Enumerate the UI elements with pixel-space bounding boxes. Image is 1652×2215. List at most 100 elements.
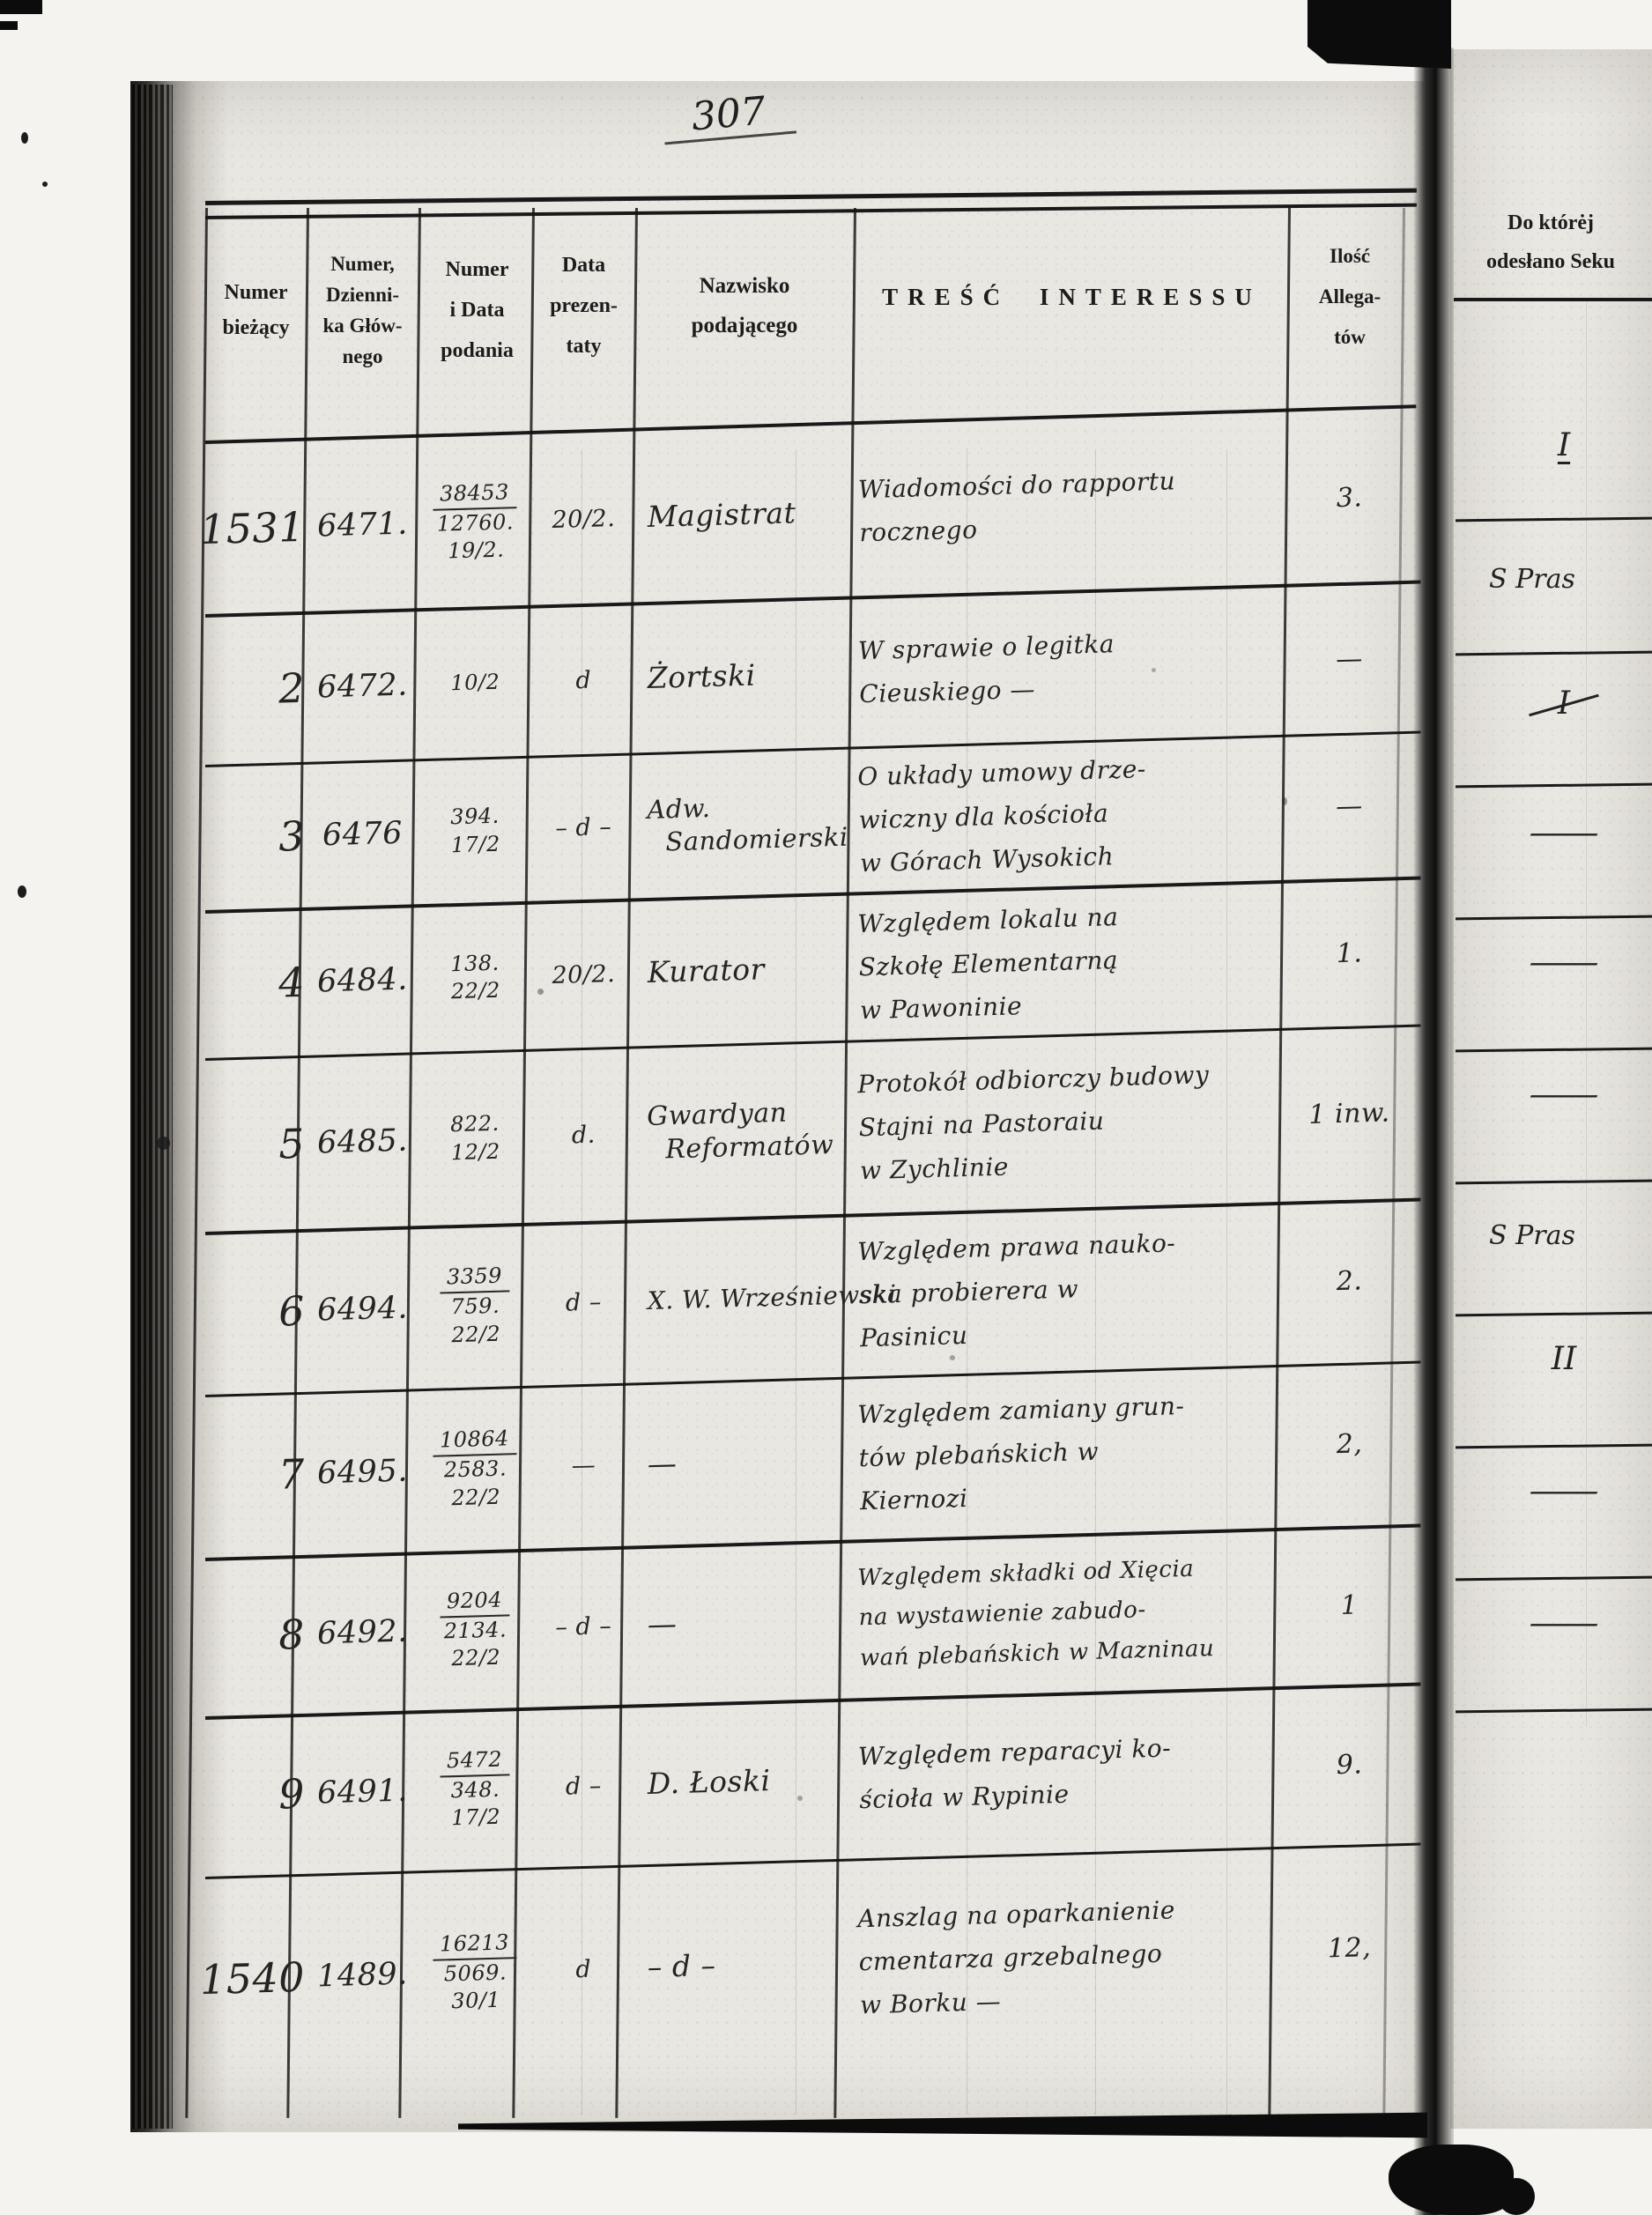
nd-line: 19/2. <box>447 537 505 564</box>
cell-numer-biezacy: 4 <box>278 958 306 1007</box>
cell-numer-dziennika: 6476 <box>322 815 404 853</box>
black-bottom-blob <box>1389 2145 1514 2215</box>
header-line: prezen- <box>550 294 618 317</box>
naz-line: Żortski <box>647 657 757 696</box>
header-line: taty <box>566 335 602 358</box>
header-line: Ilość <box>1330 245 1370 267</box>
black-corner-patch <box>0 0 42 14</box>
naz-line: Sandomierski <box>664 821 849 856</box>
header-numer-biezacy: Numer bieżący <box>205 275 307 345</box>
cell-numer-dziennika: 6494. <box>316 1290 409 1328</box>
nd-line: 394. <box>449 803 500 830</box>
cell-nazwisko: Adw. Sandomierski <box>633 748 868 898</box>
header-line: ka Głów- <box>322 315 403 337</box>
cell-data-prezentaty: — <box>571 1451 596 1480</box>
cell-numer-data-podania: 38453 12760. 19/2. <box>416 436 534 609</box>
cell-nazwisko: X. W. Wrześniewski <box>633 1213 897 1382</box>
cell-numer-data-podania: 394. 17/2 <box>417 758 535 905</box>
nd-line: 12/2 <box>450 1138 501 1165</box>
header-ilosc-allegatow: Ilość Allega- tów <box>1290 236 1410 358</box>
nd-line: 348. <box>450 1776 500 1804</box>
cell-numer-data-podania: 10864 2583. 22/2 <box>416 1386 534 1552</box>
cell-ilosc-allegatow: 1 inw. <box>1308 1097 1391 1131</box>
cell-ilosc-allegatow: 3. <box>1336 481 1363 514</box>
cell-tresc-interessu: Względem lokalu na Szkołę Elementarną w … <box>851 881 1300 1040</box>
nd-line: 30/1 <box>450 1987 501 2014</box>
header-nazwisko: Nazwisko podającego <box>635 266 854 345</box>
cell-ilosc-allegatow: 2, <box>1336 1428 1363 1461</box>
cell-numer-biezacy: 7 <box>278 1449 306 1499</box>
right-page-header-rule <box>1454 298 1652 301</box>
cell-nazwisko: D. Łoski <box>633 1698 868 1864</box>
cell-data-prezentaty: 20/2. <box>552 504 616 534</box>
black-corner-patch <box>1308 0 1451 69</box>
right-page-entry: — <box>1527 1077 1601 1113</box>
nd-line: 759. <box>450 1293 500 1320</box>
cell-numer-biezacy: 1540 <box>199 1952 306 2004</box>
nd-line: 17/2 <box>450 831 501 857</box>
cell-numer-data-podania: 3359 759. 22/2 <box>416 1223 534 1389</box>
cell-numer-data-podania: 822. 12/2 <box>416 1051 534 1226</box>
cell-numer-dziennika: 6472. <box>316 667 409 706</box>
nd-line: 822. <box>449 1110 500 1137</box>
cell-numer-biezacy: 5 <box>278 1119 306 1168</box>
cell-tresc-interessu: Względem składki od Xięcia na wystawieni… <box>851 1527 1301 1698</box>
cell-data-prezentaty: d – <box>565 1771 603 1801</box>
black-bottom-blob <box>1498 2178 1535 2215</box>
ink-speck <box>537 989 544 995</box>
nd-line: 5472 <box>439 1745 510 1778</box>
nd-line: 10/2 <box>450 670 500 696</box>
cell-numer-biezacy: 2 <box>278 663 306 713</box>
cell-numer-data-podania: 10/2 <box>417 608 535 759</box>
cell-numer-biezacy: 1531 <box>199 502 306 554</box>
cell-ilosc-allegatow: — <box>1335 642 1364 675</box>
nd-line: 22/2 <box>450 1484 501 1510</box>
header-line: Nazwisko <box>699 274 790 298</box>
cell-numer-data-podania: 5472 348. 17/2 <box>416 1708 534 1871</box>
nd-line: 9204 <box>439 1586 510 1619</box>
cell-numer-dziennika: 6492. <box>316 1613 409 1652</box>
paper-crease <box>1586 300 1587 1727</box>
cell-tresc-interessu: Protokół odbiorczy budowy Stajni na Past… <box>851 1029 1301 1213</box>
right-page <box>1450 49 1652 2129</box>
naz-line: Magistrat <box>647 495 796 535</box>
cell-data-prezentaty: 20/2. <box>552 959 616 989</box>
paper-crease <box>1095 449 1096 2115</box>
right-page-entry: — <box>1527 945 1601 981</box>
nd-line: 22/2 <box>450 1644 501 1671</box>
nd-line: 17/2 <box>450 1804 501 1831</box>
cell-numer-biezacy: 8 <box>278 1610 306 1659</box>
cell-tresc-interessu: Wiadomości do rapportu rocznego <box>851 414 1301 596</box>
cell-tresc-interessu: Względem reparacyi ko- ścioła w Rypinie <box>851 1685 1301 1858</box>
cell-tresc-interessu: O układy umowy drze- wiczny dla kościoła… <box>851 736 1300 892</box>
naz-line: – d – <box>647 1948 716 1985</box>
naz-line: Kurator <box>647 952 766 990</box>
cell-numer-biezacy: 6 <box>278 1286 306 1336</box>
header-line: Numer <box>224 281 288 304</box>
header-tresc-interessu: TREŚĆ INTERESSU <box>882 284 1262 310</box>
ink-speck <box>21 132 28 144</box>
book-spine-streaks <box>132 85 173 2129</box>
page-gutter-shadow <box>1413 48 1454 2215</box>
naz-line: — <box>647 1445 678 1481</box>
header-line: tów <box>1334 326 1366 348</box>
cell-nazwisko: – d – <box>633 1860 869 2069</box>
nd-line: 22/2 <box>450 1321 501 1347</box>
cell-nazwisko: Żortski <box>633 598 868 752</box>
ink-speck <box>1283 797 1287 805</box>
cell-ilosc-allegatow: — <box>1335 790 1364 823</box>
black-corner-patch <box>0 21 18 30</box>
nd-line: 3359 <box>439 1262 510 1294</box>
cell-nazwisko: — <box>633 1539 868 1704</box>
right-page-entry: S Pras <box>1489 564 1575 595</box>
ink-speck <box>950 1355 955 1360</box>
cell-ilosc-allegatow: 12, <box>1327 1931 1372 1964</box>
header-line: Numer <box>445 258 509 281</box>
header-data-prezentaty: Data prezen- taty <box>532 245 635 367</box>
naz-line: X. W. Wrześniewski <box>647 1279 897 1315</box>
nd-line: 138. <box>449 950 500 977</box>
ink-speck <box>1152 668 1156 672</box>
cell-nazwisko: Kurator <box>633 893 868 1046</box>
right-page-entry: S Pras <box>1489 1220 1575 1251</box>
